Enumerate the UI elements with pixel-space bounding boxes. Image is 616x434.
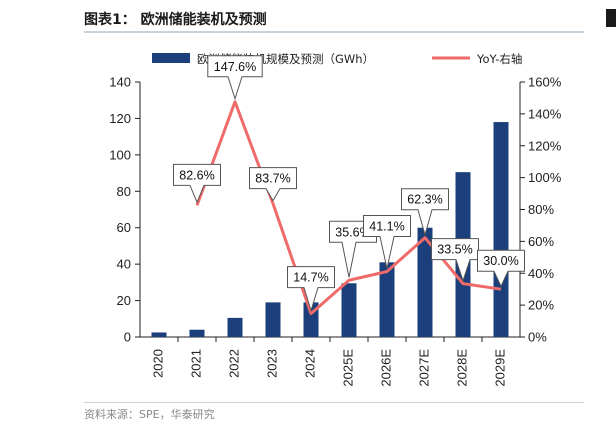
x-tick-label: 2029E: [492, 349, 507, 387]
yoy-data-label: 62.3%: [407, 193, 442, 207]
yoy-data-label: 83.7%: [255, 172, 290, 186]
bar-2023: [265, 302, 281, 337]
y-left-tick-label: 40: [117, 257, 131, 272]
yoy-data-label: 41.1%: [369, 219, 404, 233]
y-right-tick-label: 160%: [528, 75, 562, 90]
yoy-callouts: 82.6% 147.6% 83.7% 14.7% 35.6%41.1%62.3% 33.5…: [173, 55, 525, 313]
callout-box: [173, 163, 221, 204]
legend-swatch-bar: [152, 53, 190, 63]
title-divider: [84, 31, 584, 33]
bar-2021: [189, 329, 205, 337]
y-left-tick-label: 60: [117, 220, 131, 235]
y-left-tick-label: 80: [117, 184, 131, 199]
y-left-tick-label: 0: [124, 330, 131, 345]
callout-box: [207, 55, 263, 101]
y-left-tick-label: 20: [117, 293, 131, 308]
bar-2020: [151, 332, 167, 337]
yoy-data-label: 35.6%: [335, 225, 370, 239]
y-right-tick-label: 60%: [528, 234, 554, 249]
x-tick-label: 2026E: [378, 349, 393, 387]
x-tick-label: 2024: [302, 349, 317, 378]
callout-box: [401, 188, 449, 237]
y-right-tick-label: 80%: [528, 202, 554, 217]
bar-2029E: [493, 122, 509, 337]
x-tick-label: 2022: [226, 349, 241, 378]
x-tick-label: 2021: [188, 349, 203, 378]
callout-box: [287, 266, 335, 313]
callout-2021: 82.6%: [173, 163, 221, 204]
yoy-line-series: [195, 100, 502, 316]
callout-box: [477, 249, 525, 288]
yoy-data-label: 14.7%: [293, 271, 328, 285]
legend-label-line: YoY-右轴: [476, 52, 522, 66]
source-note: 资料来源：SPE，华泰研究: [84, 408, 215, 421]
callout-box: [431, 238, 479, 283]
bar-2026E: [379, 262, 395, 337]
callout-2022: 147.6%: [207, 55, 263, 101]
x-tick-label: 2028E: [454, 349, 469, 387]
callout-2026E: 41.1%: [363, 214, 411, 269]
callout-2024: 14.7%: [287, 266, 335, 313]
callout-2023: 83.7%: [249, 167, 297, 202]
x-tick-label: 2023: [264, 349, 279, 378]
yoy-data-label: 147.6%: [214, 60, 256, 74]
y-right-tick-label: 20%: [528, 298, 554, 313]
callout-box: [363, 214, 411, 269]
callout-box: [249, 167, 297, 202]
yoy-line: [195, 100, 502, 316]
callout-2028E: 33.5%: [431, 238, 479, 283]
y-right-tick-label: 140%: [528, 106, 562, 121]
callout-2027E: 62.3%: [401, 188, 449, 237]
axes: 0 20 40 60 80 100 120 140 0% 20% 40% 60% 80% 100% 120%…: [109, 75, 561, 387]
x-tick-label: 2027E: [416, 349, 431, 387]
y-right-tick-label: 0%: [528, 330, 547, 345]
yoy-data-label: 33.5%: [437, 243, 472, 257]
y-right-tick-label: 120%: [528, 138, 562, 153]
bar-2022: [227, 317, 243, 337]
bar-2027E: [417, 227, 433, 337]
chart-title: 图表1： 欧洲储能装机及预测: [84, 12, 267, 28]
y-left-tick-label: 140: [109, 75, 131, 90]
footer-divider: [84, 402, 584, 403]
y-right-tick-label: 40%: [528, 266, 554, 281]
y-right-tick-label: 100%: [528, 170, 562, 185]
yoy-data-label: 30.0%: [483, 254, 518, 268]
adjacent-panel-edge: [606, 9, 616, 27]
bar-2025E: [341, 283, 357, 337]
x-tick-label: 2025E: [340, 349, 355, 387]
y-left-tick-label: 100: [109, 147, 131, 162]
y-left-tick-label: 120: [109, 111, 131, 126]
x-tick-label: 2020: [150, 349, 165, 378]
callout-2029E: 30.0%: [477, 249, 525, 288]
yoy-data-label: 82.6%: [179, 168, 214, 182]
